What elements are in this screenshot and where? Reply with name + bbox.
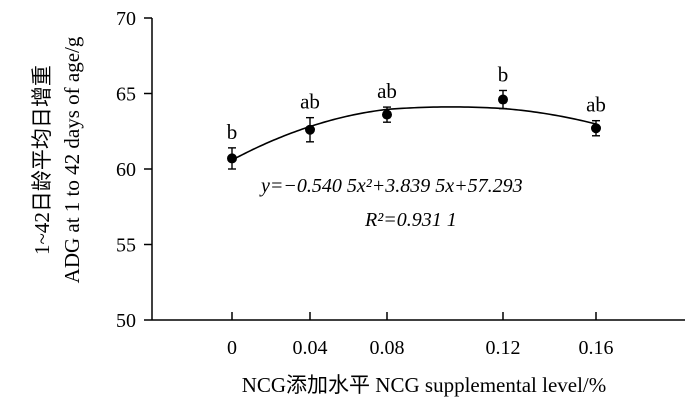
y-axis-title-line2: ADG at 1 to 42 days of age/g bbox=[60, 36, 84, 283]
y-axis-title-line1: 1~42日龄平均日增重 bbox=[30, 65, 54, 255]
data-point bbox=[498, 94, 508, 105]
data-point bbox=[382, 109, 392, 120]
fit-r-squared: R²=0.931 1 bbox=[364, 209, 457, 231]
x-tick-label: 0.12 bbox=[486, 337, 521, 359]
x-ticks: 0 0.04 0.08 0.12 0.16 bbox=[227, 312, 614, 359]
data-point bbox=[591, 123, 601, 134]
significance-label: ab bbox=[586, 93, 606, 117]
y-tick-label: 70 bbox=[116, 8, 136, 30]
significance-label: b bbox=[227, 120, 238, 144]
significance-label: ab bbox=[300, 90, 320, 114]
x-tick-label: 0.16 bbox=[579, 337, 614, 359]
data-points: b ab ab b ab bbox=[227, 62, 606, 170]
y-ticks: 50 55 60 65 70 bbox=[116, 8, 152, 332]
y-tick-label: 55 bbox=[116, 235, 136, 257]
x-axis-title: NCG添加水平 NCG supplemental level/% bbox=[242, 373, 607, 397]
significance-label: ab bbox=[377, 79, 397, 103]
fit-equation: y=−0.540 5x²+3.839 5x+57.293 bbox=[259, 175, 523, 197]
y-tick-label: 50 bbox=[116, 310, 136, 332]
x-tick-label: 0 bbox=[227, 337, 237, 359]
fit-curve bbox=[231, 106, 597, 161]
y-tick-label: 65 bbox=[116, 84, 136, 106]
significance-label: b bbox=[498, 62, 509, 86]
x-tick-label: 0.04 bbox=[293, 337, 328, 359]
data-point bbox=[227, 153, 237, 164]
y-tick-label: 60 bbox=[116, 159, 136, 181]
x-tick-label: 0.08 bbox=[370, 337, 405, 359]
data-point bbox=[305, 124, 315, 135]
